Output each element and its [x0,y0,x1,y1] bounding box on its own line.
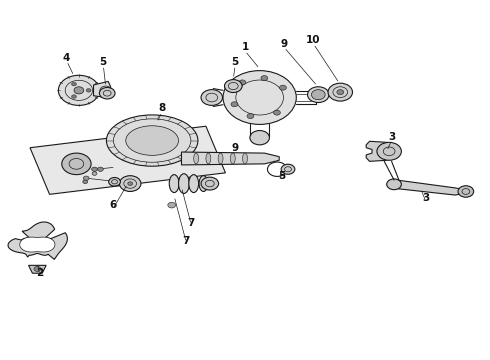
Polygon shape [94,81,111,98]
Circle shape [128,182,133,185]
Text: 1: 1 [242,42,248,52]
Ellipse shape [218,153,223,164]
Circle shape [34,266,41,271]
Circle shape [273,110,280,115]
Polygon shape [28,265,46,273]
Ellipse shape [178,174,189,193]
Ellipse shape [194,153,198,164]
Circle shape [92,172,97,175]
Circle shape [231,102,238,107]
Polygon shape [8,222,68,260]
Text: 5: 5 [278,171,285,181]
Circle shape [83,180,88,184]
Text: 10: 10 [306,35,320,45]
Circle shape [250,131,270,145]
Ellipse shape [126,126,178,156]
Circle shape [337,90,343,95]
Ellipse shape [230,153,235,164]
Ellipse shape [169,175,179,193]
Circle shape [72,95,76,98]
Text: 5: 5 [232,57,239,67]
Circle shape [247,113,254,118]
Text: 7: 7 [188,218,195,228]
Circle shape [109,177,121,186]
Circle shape [201,90,222,105]
Circle shape [387,179,401,190]
Text: 3: 3 [422,193,429,203]
Text: 8: 8 [158,103,166,113]
Circle shape [261,76,268,81]
Text: 9: 9 [232,143,239,153]
Circle shape [92,167,98,171]
Text: 5: 5 [99,57,107,67]
Polygon shape [396,180,465,195]
Circle shape [168,202,175,208]
Circle shape [308,87,329,103]
Polygon shape [181,152,279,165]
Polygon shape [30,126,225,194]
Circle shape [328,83,352,101]
Circle shape [99,87,115,99]
Ellipse shape [199,176,208,192]
Text: 4: 4 [63,53,71,63]
Circle shape [86,89,91,92]
Circle shape [377,142,401,160]
Circle shape [239,80,246,85]
Circle shape [74,87,84,94]
Circle shape [458,186,474,197]
Text: 7: 7 [183,236,190,246]
Circle shape [312,90,325,100]
Circle shape [281,164,295,174]
Circle shape [98,167,103,171]
Circle shape [58,75,99,105]
Ellipse shape [189,175,198,193]
Polygon shape [366,141,387,161]
Ellipse shape [243,153,247,164]
Circle shape [120,176,141,192]
Ellipse shape [206,153,211,164]
Circle shape [223,71,296,125]
Text: 3: 3 [388,132,395,142]
Text: 9: 9 [281,39,288,49]
Polygon shape [20,237,55,252]
Circle shape [62,153,91,175]
Circle shape [224,80,242,93]
Circle shape [72,82,76,86]
Ellipse shape [106,115,198,166]
Circle shape [100,86,112,95]
Text: 2: 2 [36,268,44,278]
Circle shape [83,176,89,180]
Text: 6: 6 [109,200,117,210]
Circle shape [201,177,219,190]
Circle shape [279,85,286,90]
